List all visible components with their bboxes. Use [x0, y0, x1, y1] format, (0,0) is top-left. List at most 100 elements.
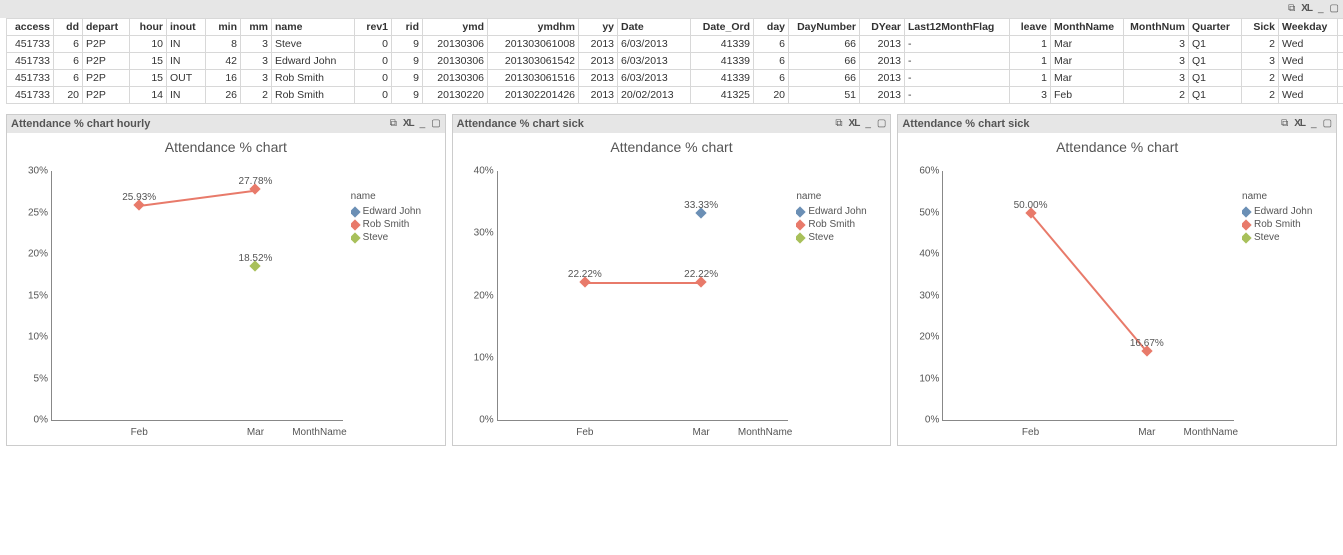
table-col-header[interactable]: dd	[54, 19, 83, 36]
table-col-header[interactable]: yy	[579, 19, 618, 36]
detach-icon[interactable]: ⧉	[390, 115, 397, 133]
table-cell: 66	[789, 53, 860, 70]
legend-item[interactable]: Steve	[351, 232, 441, 243]
table-cell: 2013	[579, 53, 618, 70]
table-col-header[interactable]: Date_Ord	[691, 19, 754, 36]
table-cell: 6/03/2013	[618, 70, 691, 87]
max-icon[interactable]: ▢	[877, 115, 886, 133]
table-cell: 51	[789, 87, 860, 104]
maximize-icon[interactable]: ▢	[1330, 0, 1339, 18]
x-tick-label: Mar	[693, 427, 710, 438]
table-col-header[interactable]: ymdhm	[488, 19, 579, 36]
legend-title: name	[351, 191, 441, 202]
legend-label: Steve	[1254, 232, 1280, 243]
chart-panel-toolbar: ⧉ XL _ ▢	[1281, 115, 1332, 133]
table-col-header[interactable]: depart	[83, 19, 130, 36]
data-point-label: 27.78%	[239, 176, 273, 187]
table-cell: 1	[1010, 70, 1051, 87]
legend-marker-icon	[796, 219, 806, 230]
table-col-header[interactable]: Date	[618, 19, 691, 36]
table-cell: IN	[167, 36, 206, 53]
table-cell: 20	[54, 87, 83, 104]
table-row[interactable]: 4517336P2P15OUT163Rob Smith0920130306201…	[7, 70, 1343, 87]
legend-item[interactable]: Edward John	[796, 206, 886, 217]
data-point-label: 18.52%	[239, 253, 273, 264]
table-col-header[interactable]: mm	[241, 19, 272, 36]
legend-item[interactable]: Steve	[1242, 232, 1332, 243]
table-cell: 3	[241, 53, 272, 70]
table-row[interactable]: 4517336P2P10IN83Steve0920130306201303061…	[7, 36, 1343, 53]
y-tick-label: 25%	[14, 207, 48, 218]
y-tick-label: 20%	[460, 290, 494, 301]
table-cell: 201303061008	[488, 36, 579, 53]
table-col-header[interactable]: MonthName	[1051, 19, 1124, 36]
table-cell: 0	[355, 36, 392, 53]
min-icon[interactable]: _	[420, 115, 426, 133]
xl-icon[interactable]: XL	[849, 115, 860, 133]
export-xl-icon[interactable]: XL	[1301, 0, 1312, 18]
table-cell: 14	[130, 87, 167, 104]
table-cell: 451733	[7, 70, 54, 87]
minimize-icon[interactable]: _	[1318, 0, 1324, 18]
table-cell: 20	[754, 87, 789, 104]
table-col-header[interactable]: name	[272, 19, 355, 36]
legend-item[interactable]: Rob Smith	[796, 219, 886, 230]
legend-item[interactable]: Edward John	[1242, 206, 1332, 217]
table-col-header[interactable]: MonthNum	[1124, 19, 1189, 36]
series-line	[1030, 213, 1148, 353]
min-icon[interactable]: _	[1311, 115, 1317, 133]
legend-item[interactable]: Rob Smith	[351, 219, 441, 230]
table-row[interactable]: 4517336P2P15IN423Edward John092013030620…	[7, 53, 1343, 70]
table-row[interactable]: 45173320P2P14IN262Rob Smith0920130220201…	[7, 87, 1343, 104]
table-cell: 6	[54, 36, 83, 53]
table-cell: 451733	[7, 53, 54, 70]
detach-icon[interactable]: ⧉	[1288, 0, 1295, 18]
table-col-header[interactable]: access	[7, 19, 54, 36]
table-col-header[interactable]: rid	[392, 19, 423, 36]
chart-panel-toolbar: ⧉ XL _ ▢	[835, 115, 886, 133]
table-col-header[interactable]: inout	[167, 19, 206, 36]
max-icon[interactable]: ▢	[1323, 115, 1332, 133]
table-cell: Edward John	[272, 53, 355, 70]
table-cell: 66	[789, 36, 860, 53]
chart-panel: Attendance % chart sick⧉XL_▢Attendance %…	[897, 114, 1337, 446]
table-col-header[interactable]: DYear	[860, 19, 905, 36]
table-cell: IN	[167, 53, 206, 70]
table-col-header[interactable]: Last12MonthFlag	[905, 19, 1010, 36]
data-point-label: 33.33%	[684, 199, 718, 210]
table-cell: 41339	[691, 36, 754, 53]
table-cell: 3	[1010, 87, 1051, 104]
table-col-header[interactable]: rev1	[355, 19, 392, 36]
max-icon[interactable]: ▢	[431, 115, 440, 133]
table-col-header[interactable]: Quarter	[1189, 19, 1242, 36]
xl-icon[interactable]: XL	[403, 115, 414, 133]
table-col-header[interactable]: Sick	[1242, 19, 1279, 36]
table-col-header[interactable]: day	[754, 19, 789, 36]
table-col-header[interactable]: Weekday	[1279, 19, 1338, 36]
table-cell: -	[905, 36, 1010, 53]
min-icon[interactable]: _	[865, 115, 871, 133]
table-cell: 20130306	[423, 53, 488, 70]
legend-item[interactable]: Steve	[796, 232, 886, 243]
detach-icon[interactable]: ⧉	[835, 115, 842, 133]
detach-icon[interactable]: ⧉	[1281, 115, 1288, 133]
data-point-label: 25.93%	[122, 192, 156, 203]
table-cell: -	[905, 70, 1010, 87]
table-cell: 6/03/2013	[618, 36, 691, 53]
table-col-header[interactable]: min	[206, 19, 241, 36]
legend-label: Edward John	[363, 206, 421, 217]
table-col-header[interactable]: Year	[1338, 19, 1343, 36]
legend-item[interactable]: Edward John	[351, 206, 441, 217]
chart-body: Attendance % chart0%10%20%30%40%FebMarMo…	[453, 133, 891, 445]
table-cell: 20130306	[423, 70, 488, 87]
table-col-header[interactable]: hour	[130, 19, 167, 36]
xl-icon[interactable]: XL	[1294, 115, 1305, 133]
table-col-header[interactable]: leave	[1010, 19, 1051, 36]
legend-marker-icon	[796, 206, 806, 217]
table-col-header[interactable]: DayNumber	[789, 19, 860, 36]
table-cell: -	[905, 87, 1010, 104]
table-col-header[interactable]: ymd	[423, 19, 488, 36]
table-cell: Mar	[1051, 70, 1124, 87]
legend-item[interactable]: Rob Smith	[1242, 219, 1332, 230]
table-cell: 20130306	[423, 36, 488, 53]
